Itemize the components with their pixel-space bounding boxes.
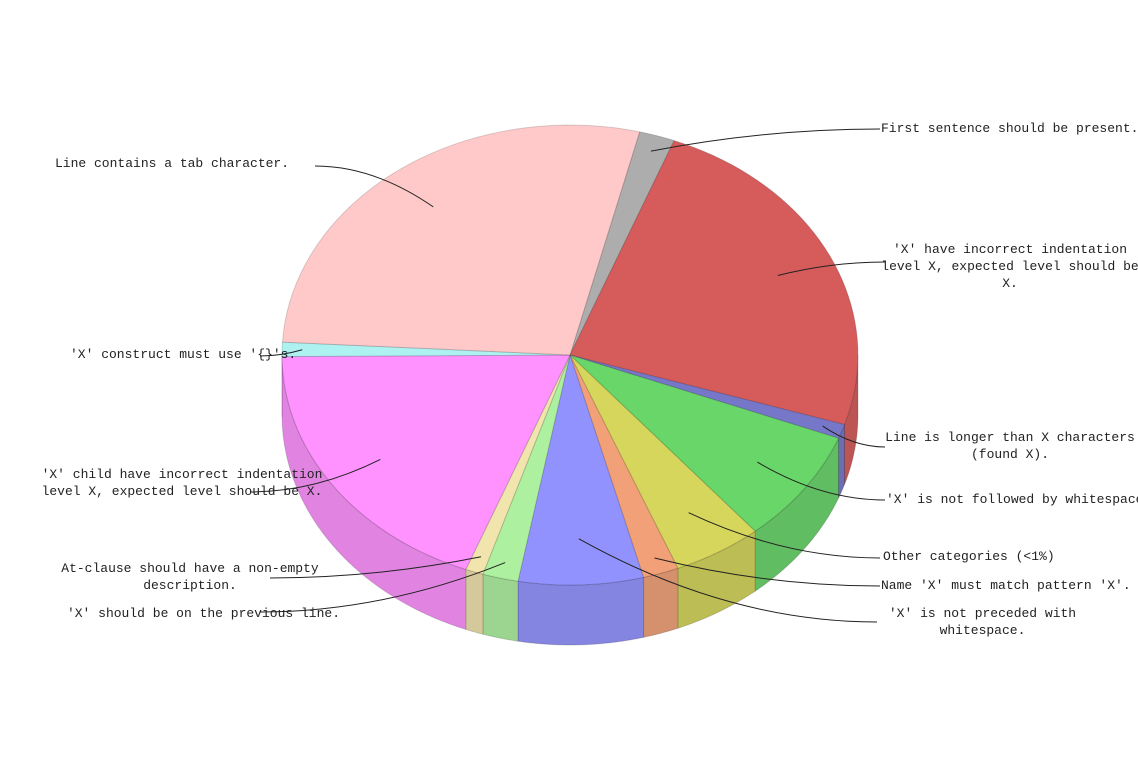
leader-line bbox=[269, 556, 482, 579]
leader-line bbox=[314, 165, 434, 208]
slice-side bbox=[465, 568, 484, 635]
slice-label: First sentence should be present. bbox=[881, 121, 1138, 136]
slice-side bbox=[517, 576, 645, 646]
leader-line bbox=[650, 128, 881, 152]
leader-line bbox=[259, 349, 303, 357]
slice-side bbox=[844, 354, 859, 485]
slice-side bbox=[281, 356, 467, 631]
slice-label: Name 'X' must match pattern 'X'. bbox=[881, 578, 1131, 593]
leader-line bbox=[259, 562, 506, 613]
leader-line bbox=[654, 557, 881, 587]
slice-side bbox=[482, 573, 519, 642]
leader-line bbox=[822, 425, 886, 448]
slice bbox=[569, 131, 675, 356]
slice-label: 'X' child have incorrect indentation lev… bbox=[41, 467, 323, 499]
slice bbox=[281, 124, 641, 356]
slice bbox=[569, 354, 679, 578]
leader-line bbox=[777, 261, 886, 276]
slice bbox=[465, 354, 571, 575]
slice-label: Line contains a tab character. bbox=[55, 156, 290, 171]
slice bbox=[482, 354, 571, 582]
slice bbox=[281, 354, 571, 571]
leader-line bbox=[249, 459, 381, 493]
slice-label: 'X' construct must use '{}'s. bbox=[70, 347, 297, 362]
slice-label: At-clause should have a non-empty descri… bbox=[61, 561, 319, 593]
leader-line bbox=[688, 512, 881, 559]
leader-line bbox=[578, 538, 878, 623]
slice-label: 'X' have incorrect indentation level X, … bbox=[881, 242, 1138, 291]
slice-label: Other categories (<1%) bbox=[883, 549, 1055, 564]
slice bbox=[569, 354, 756, 569]
slice-label: 'X' is not preceded with whitespace. bbox=[888, 606, 1077, 638]
slice bbox=[569, 139, 859, 426]
slice bbox=[517, 353, 645, 586]
slice-label: 'X' should be on the previous line. bbox=[66, 606, 340, 621]
slice-label: Line is longer than X characters (found … bbox=[885, 430, 1135, 462]
leader-line bbox=[757, 461, 886, 501]
slice-label: 'X' is not followed by whitespace. bbox=[886, 492, 1138, 507]
slice bbox=[569, 354, 840, 532]
